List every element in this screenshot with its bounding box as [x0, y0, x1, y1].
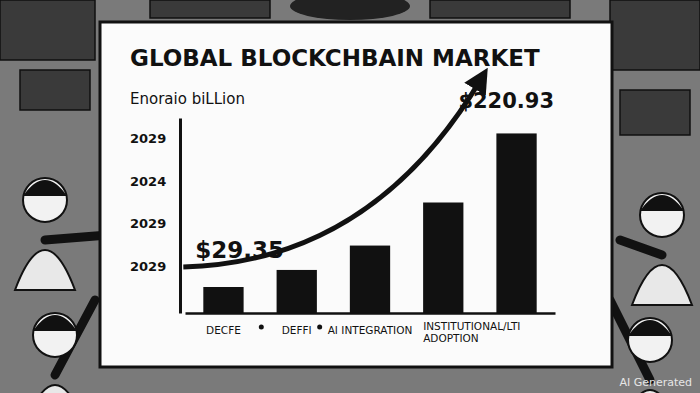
building — [620, 90, 690, 135]
person-head — [33, 313, 77, 357]
bar — [350, 246, 390, 313]
x-axis: DECFE DEFFI AI INTEGRATION INSTITUTIONAL/LT… — [186, 314, 556, 345]
person-hair — [33, 315, 77, 331]
y-side-label: 2029 — [130, 216, 166, 231]
person-body — [25, 385, 85, 393]
bar — [496, 133, 536, 313]
person-head — [23, 178, 67, 222]
x-tick-label: DECFE — [206, 324, 241, 336]
scenery — [0, 0, 700, 393]
lamp — [290, 0, 410, 20]
person-body — [15, 250, 75, 290]
title: GLOBAL BLOCKCHBAIN MARKET — [130, 45, 540, 71]
board — [100, 22, 612, 367]
person — [25, 300, 95, 393]
person-hair — [23, 180, 67, 196]
trend-arrow — [183, 78, 481, 267]
person-body — [620, 390, 680, 393]
annotation: $220.93 — [458, 89, 554, 113]
person-hair — [640, 195, 684, 211]
building — [430, 0, 570, 18]
building — [610, 0, 700, 70]
x-tick-label: INSTITUTIONAL/LTIADOPTION — [423, 320, 520, 344]
y-axis-line — [179, 119, 182, 314]
y-side-label: 2024 — [130, 174, 166, 189]
person — [620, 193, 692, 305]
person-arm — [620, 240, 662, 255]
x-tick-label: AI INTEGRATION — [328, 324, 413, 336]
building — [20, 70, 90, 110]
x-tick: DECFE — [206, 324, 241, 336]
y-side-label: 2029 — [130, 259, 166, 274]
person-head — [640, 193, 684, 237]
x-tick-label: DEFFI — [282, 324, 312, 336]
bars — [203, 133, 536, 313]
person — [15, 178, 108, 290]
label-bullet — [317, 325, 322, 330]
subtitle: Enoraio biLLion — [130, 90, 245, 108]
person-head — [628, 318, 672, 362]
bar — [423, 203, 463, 314]
x-tick: AI INTEGRATION — [328, 324, 413, 336]
chart: GLOBAL BLOCKCHBAIN MARKET Enoraio biLLion… — [0, 0, 700, 393]
bar — [203, 287, 243, 313]
x-tick: DEFFI — [282, 324, 312, 336]
y-side-label: 2029 — [130, 131, 166, 146]
building — [0, 0, 95, 60]
person-body — [632, 265, 692, 305]
watermark: AI Generated — [619, 376, 692, 389]
y-axis — [180, 119, 181, 314]
bar — [277, 270, 317, 313]
background — [0, 0, 700, 393]
label-bullet — [259, 325, 264, 330]
x-axis-line — [186, 312, 556, 315]
building — [150, 0, 270, 18]
annotation: $29.35 — [195, 237, 284, 263]
person-hair — [628, 320, 672, 336]
x-tick: INSTITUTIONAL/LTIADOPTION — [423, 320, 520, 344]
